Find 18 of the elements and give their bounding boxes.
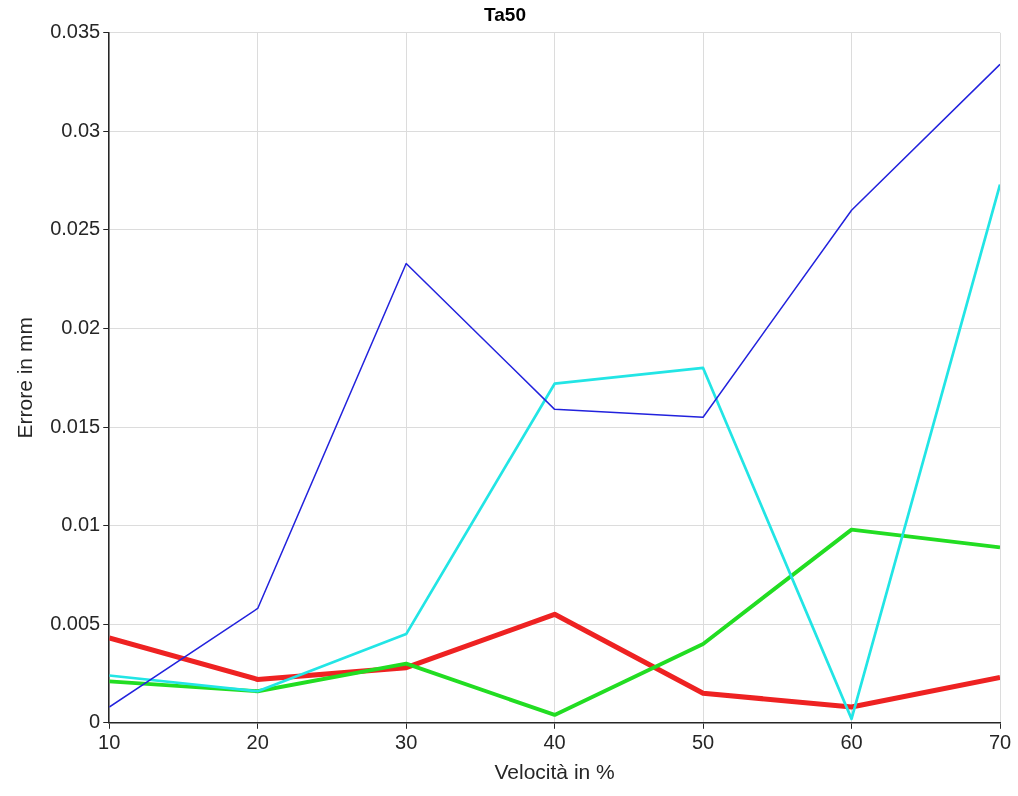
x-tick-label: 70 bbox=[988, 731, 1012, 754]
x-tick-label: 30 bbox=[395, 731, 418, 754]
y-tick-label: 0.025 bbox=[50, 217, 101, 240]
y-tick-label: 0.015 bbox=[50, 414, 101, 437]
y-tick-label: 0.005 bbox=[50, 611, 101, 634]
x-tick-label: 10 bbox=[98, 731, 121, 754]
y-tick-label: 0.03 bbox=[61, 118, 101, 141]
y-tick-label: 0 bbox=[89, 710, 101, 733]
x-tick-label: 50 bbox=[691, 731, 715, 754]
y-tick-label: 0.02 bbox=[61, 316, 101, 339]
y-tick-label: 0.035 bbox=[50, 20, 101, 43]
x-tick-label: 40 bbox=[543, 731, 566, 754]
x-tick-label: 60 bbox=[840, 731, 863, 754]
x-tick-label: 20 bbox=[246, 731, 269, 754]
x-axis-title: Velocità in % bbox=[494, 760, 615, 784]
chart-title: Ta50 bbox=[484, 3, 526, 25]
y-axis-title: Errore in mm bbox=[13, 317, 37, 439]
y-tick-label: 0.01 bbox=[61, 513, 101, 536]
